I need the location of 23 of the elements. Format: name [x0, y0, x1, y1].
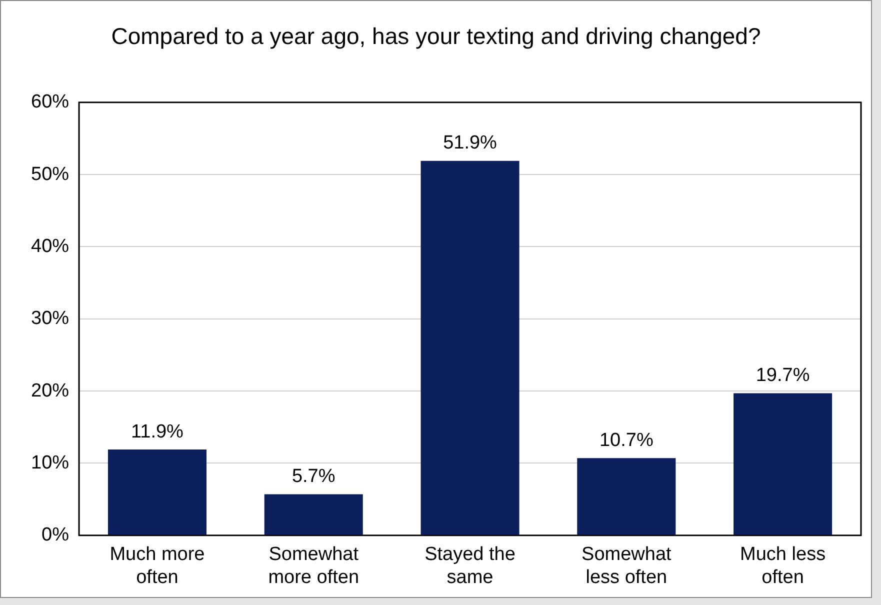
bar: [734, 393, 832, 535]
bar: [108, 450, 206, 535]
data-label: 10.7%: [599, 430, 654, 451]
y-tick-label: 50%: [30, 164, 70, 185]
x-tick-label: Somewhat more often: [268, 544, 360, 588]
y-tick-label: 40%: [30, 236, 70, 257]
y-tick-label: 30%: [30, 308, 70, 330]
data-label: 11.9%: [130, 421, 184, 442]
y-tick-label: 60%: [30, 92, 70, 113]
x-tick-label: Much more often: [110, 544, 205, 588]
bar: [420, 160, 520, 535]
data-label: 19.7%: [756, 364, 810, 386]
data-label: 51.9%: [443, 132, 498, 154]
y-tick-label: 0%: [42, 524, 70, 546]
bar: [264, 494, 363, 535]
chart-title: Compared to a year ago, has your texting and driving changed?: [111, 22, 761, 51]
data-label: 5.7%: [292, 466, 336, 487]
y-tick-label: 10%: [30, 452, 70, 474]
x-tick-label: Much less often: [740, 544, 826, 588]
y-tick-label: 20%: [30, 380, 70, 402]
bar: [577, 458, 676, 535]
x-tick-label: Somewhat less often: [582, 544, 672, 588]
x-tick-label: Stayed the same: [424, 544, 516, 588]
